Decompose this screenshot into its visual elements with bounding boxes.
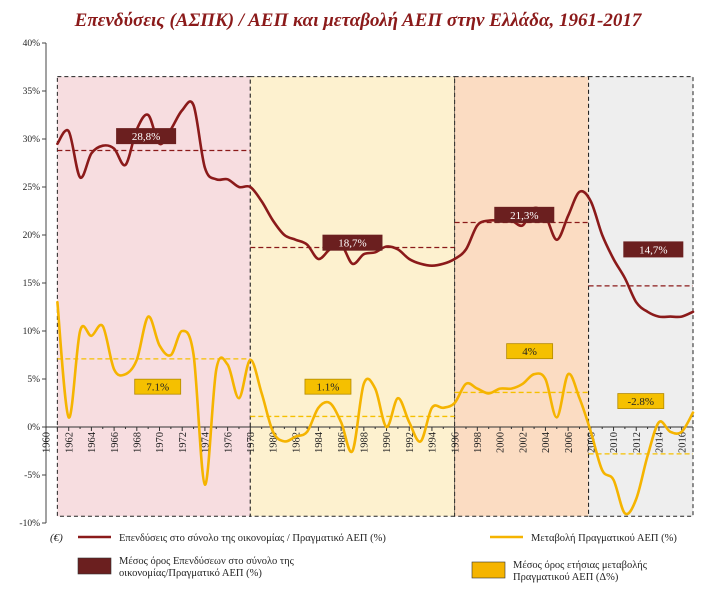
gdp-mean-label-1: 1.1% bbox=[316, 382, 339, 394]
gdp-mean-label-0: 7.1% bbox=[146, 382, 169, 394]
gdp-mean-label-2: 4% bbox=[522, 346, 537, 358]
legend-label-3: Μέσος όρος ετήσιας μεταβολής Πραγματικού … bbox=[513, 560, 648, 583]
period-box-3 bbox=[588, 76, 694, 517]
x-tick-label: 2004 bbox=[541, 431, 552, 453]
x-tick-label: 1960 bbox=[42, 432, 53, 453]
series-line-1 bbox=[56, 300, 695, 516]
x-tick-label: 2014 bbox=[655, 431, 666, 453]
investment-mean-badge-2 bbox=[494, 206, 555, 223]
y-tick-label: -5% bbox=[24, 471, 40, 481]
x-tick-label: 2006 bbox=[564, 432, 575, 453]
legend: (€) Επενδύσεις στο σύνολο της οικονομίας … bbox=[50, 532, 677, 583]
investment-mean-badge-0 bbox=[116, 128, 177, 145]
gdp-mean-label-3: -2.8% bbox=[627, 396, 654, 408]
unit-label: (€) bbox=[50, 532, 63, 544]
x-tick-label: 1966 bbox=[110, 432, 121, 453]
x-tick-label: 1992 bbox=[405, 432, 416, 453]
x-tick-label: 1994 bbox=[428, 431, 439, 453]
x-tick-label: 2000 bbox=[496, 432, 507, 453]
period-box-1 bbox=[249, 76, 456, 517]
y-tick-label: 30% bbox=[23, 135, 41, 145]
x-tick-label: 1990 bbox=[382, 432, 393, 453]
x-tick-label: 1964 bbox=[87, 431, 98, 453]
period-box-2 bbox=[454, 76, 590, 517]
y-tick-label: 25% bbox=[23, 183, 41, 193]
axes: 40% 35% 30% 25% 20% 15% 10% 5% 0% -5% -10% 1960 1962… bbox=[19, 39, 694, 529]
x-tick-label: 1986 bbox=[337, 432, 348, 453]
x-tick-label: 2010 bbox=[609, 432, 620, 453]
chart-title: Επενδύσεις (ΑΣΠΚ) / ΑΕΠ και μεταβολή ΑΕΠ… bbox=[74, 10, 643, 31]
investment-mean-badge-1 bbox=[322, 234, 383, 251]
y-tick-label: 10% bbox=[23, 327, 41, 337]
x-tick-label: 1996 bbox=[450, 432, 461, 453]
investment-mean-badge-3 bbox=[623, 241, 684, 258]
legend-label-0: Επενδύσεις στο σύνολο της οικονομίας / Π… bbox=[119, 533, 386, 544]
x-tick-label: 1974 bbox=[201, 431, 212, 453]
gdp-mean-badge-3 bbox=[617, 393, 665, 409]
x-tick-label: 1962 bbox=[64, 432, 75, 453]
y-tick-label: 0% bbox=[27, 423, 40, 433]
gdp-mean-badge-2 bbox=[506, 343, 554, 360]
y-tick-label: 40% bbox=[23, 39, 41, 49]
x-tick-label: 2012 bbox=[632, 432, 643, 453]
x-tick-label: 1988 bbox=[359, 432, 370, 453]
x-tick-label: 1998 bbox=[473, 432, 484, 453]
legend-label-2: Μέσος όρος Επενδύσεων στο σύνολο της οικο… bbox=[119, 556, 295, 579]
investment-mean-label-0: 28,8% bbox=[132, 131, 160, 143]
y-tick-label: -10% bbox=[19, 519, 40, 529]
annotations: 28,8% 7.1% 18,7% 1.1% 21,3% 4% 14,7% -2.8% bbox=[116, 128, 684, 409]
y-tick-label: 20% bbox=[23, 231, 41, 241]
investment-mean-label-2: 21,3% bbox=[510, 210, 538, 222]
legend-swatch-2 bbox=[77, 557, 112, 575]
investment-mean-label-3: 14,7% bbox=[639, 244, 667, 256]
x-tick-label: 1980 bbox=[269, 432, 280, 453]
x-tick-label: 2008 bbox=[587, 432, 598, 453]
x-tick-label: 1984 bbox=[314, 431, 325, 453]
x-tick-label: 1970 bbox=[155, 432, 166, 453]
x-tick-label: 1976 bbox=[223, 432, 234, 453]
y-tick-label: 35% bbox=[23, 87, 41, 97]
investment-mean-label-1: 18,7% bbox=[338, 238, 366, 250]
legend-swatch-3 bbox=[471, 561, 506, 579]
x-tick-label: 1972 bbox=[178, 432, 189, 453]
y-tick-label: 5% bbox=[27, 375, 40, 385]
x-tick-label: 1978 bbox=[246, 432, 257, 453]
legend-label-1: Μεταβολή Πραγματικού ΑΕΠ (%) bbox=[531, 533, 677, 544]
x-tick-label: 1968 bbox=[132, 432, 143, 453]
x-tick-label: 2002 bbox=[518, 432, 529, 453]
gdp-mean-badge-1 bbox=[304, 378, 352, 395]
gdp-mean-badge-0 bbox=[134, 378, 182, 395]
y-tick-label: 15% bbox=[23, 279, 41, 289]
x-tick-label: 1982 bbox=[291, 432, 302, 453]
x-tick-label: 2016 bbox=[677, 432, 688, 453]
